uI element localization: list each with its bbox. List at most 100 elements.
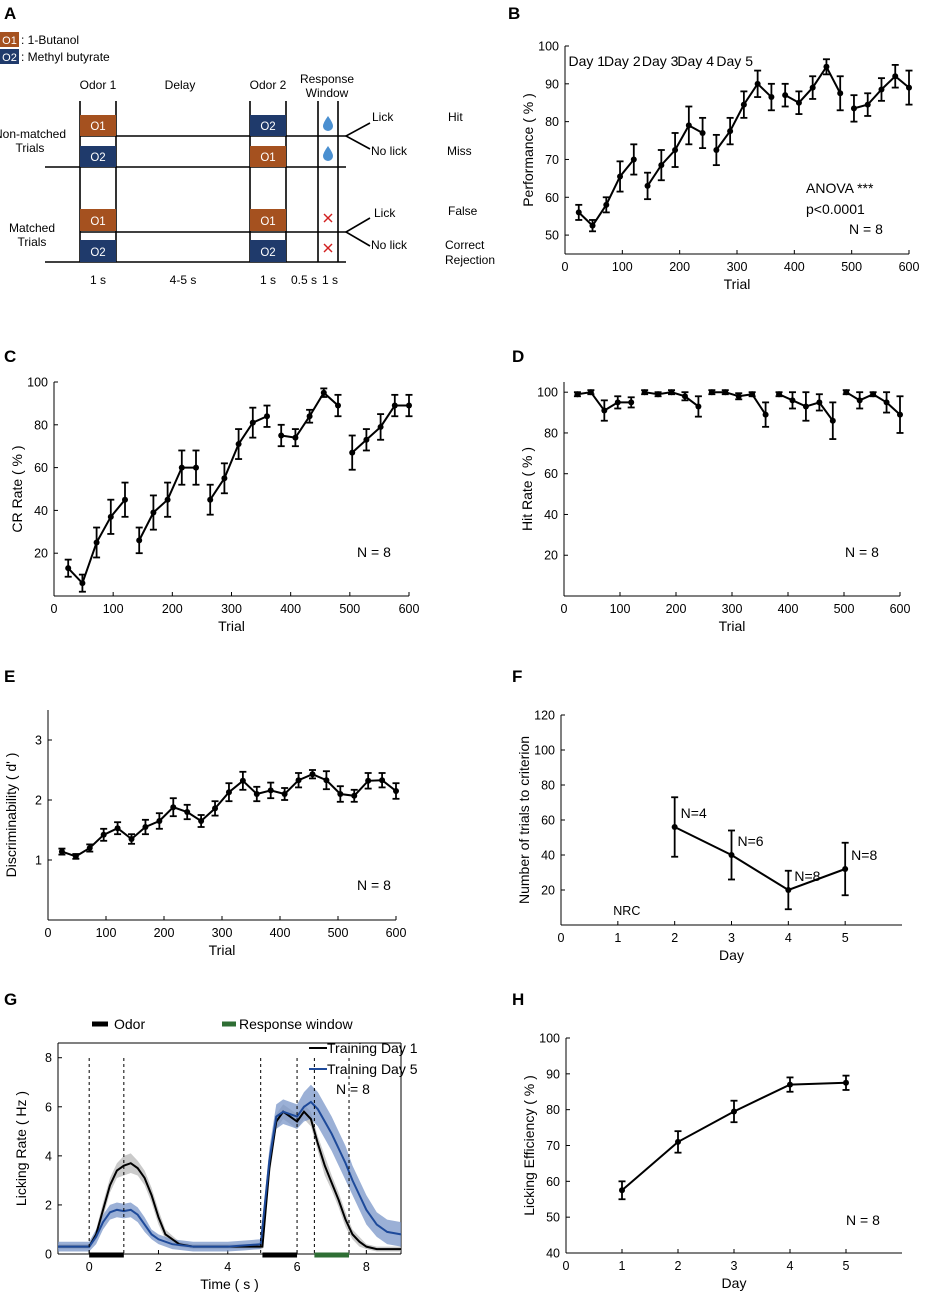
panel-letter-g: G	[4, 990, 17, 1009]
timing-odor2: 1 s	[260, 273, 276, 287]
data-point	[79, 580, 86, 587]
x-tick-label: 1	[614, 931, 621, 945]
outcome-miss: Miss	[447, 144, 472, 158]
data-point	[842, 866, 849, 872]
x-tick-label: 300	[212, 926, 233, 940]
m-lick-label: Lick	[374, 206, 396, 220]
x-tick-label: 400	[270, 926, 291, 940]
x-tick-label: 600	[890, 602, 911, 616]
y-tick-label: 50	[545, 229, 559, 243]
y-tick-label: 20	[544, 549, 558, 563]
data-point	[235, 441, 242, 448]
panel-letter-a: A	[4, 4, 16, 23]
data-point	[754, 80, 761, 87]
y-tick-label: 120	[534, 709, 555, 723]
y-tick-label: 2	[45, 1198, 52, 1212]
data-point	[641, 389, 648, 396]
x-tick-label: 100	[103, 602, 124, 616]
data-point	[306, 413, 313, 420]
header-odor-2: Odor 2	[250, 78, 287, 92]
data-point	[672, 147, 679, 153]
x-tick-label: 500	[339, 602, 360, 616]
x-tick-label: 500	[328, 926, 349, 940]
legend-day5-label: Training Day 5	[327, 1061, 418, 1077]
legend-odor-label: Odor	[114, 1016, 145, 1032]
legend-o1-tag: O1	[2, 35, 17, 47]
y-axis-label: Number of trials to criterion	[516, 736, 532, 904]
data-point	[655, 391, 662, 398]
data-point	[776, 391, 783, 398]
p-value-label: p<0.0001	[806, 201, 865, 217]
x-tick-label: 0	[51, 602, 58, 616]
n-label: N = 8	[845, 544, 879, 560]
data-point	[295, 777, 302, 784]
data-point	[685, 122, 692, 129]
timing-response: 1 s	[322, 273, 338, 287]
nm-lick-label: Lick	[372, 110, 394, 124]
n-label: N = 8	[849, 221, 883, 237]
x-tick-label: 0	[45, 926, 52, 940]
panel-letter-c: C	[4, 347, 16, 366]
x-tick-label: 200	[669, 260, 690, 274]
nm-nolick-label: No lick	[371, 144, 408, 158]
data-point	[128, 836, 135, 842]
data-point	[142, 824, 149, 830]
chart-h-licking-efficiency: 0 1 2 3 4 5 40 50 60 70 80 90 100 Day Licking Efficien…	[521, 1032, 902, 1291]
data-point	[391, 402, 398, 409]
x-tick-label: 2	[675, 1259, 682, 1273]
cross-icon	[323, 243, 333, 253]
data-point	[809, 84, 816, 91]
x-axis-label: Day	[722, 1275, 747, 1291]
chart-b-performance: 0 100 200 300 400 500 600 50 60 70 80 90 100 Trial Per…	[520, 40, 919, 293]
data-point	[789, 397, 796, 404]
svg-text:O1: O1	[260, 216, 275, 228]
data-point	[100, 831, 107, 838]
data-point	[193, 464, 199, 471]
chart-c-cr-rate: 0 100 200 300 400 500 600 20 40 60 80 100 Trial CR Ra…	[9, 376, 419, 635]
data-point	[65, 565, 72, 572]
data-point	[850, 105, 857, 112]
data-point	[351, 792, 358, 799]
data-point	[349, 449, 356, 456]
data-point	[843, 1079, 849, 1086]
data-point	[727, 128, 734, 135]
x-axis-label: Trial	[724, 276, 751, 292]
nrc-label: NRC	[613, 904, 640, 918]
data-point	[379, 777, 386, 784]
y-tick-label: 80	[546, 1103, 560, 1117]
y-axis-label: CR Rate ( % )	[9, 445, 25, 532]
data-point	[72, 853, 79, 860]
data-point	[212, 805, 219, 812]
y-tick-label: 100	[538, 40, 559, 54]
y-tick-label: 90	[545, 77, 559, 91]
series-line	[58, 1100, 402, 1248]
panel-a-schematic: A O1 : 1-Butanol O2 : Methyl butyrate Od…	[0, 4, 495, 287]
data-point	[782, 92, 789, 99]
nm-odor2-bottom	[250, 146, 286, 167]
data-point	[281, 791, 288, 797]
data-point	[239, 777, 246, 784]
data-point	[249, 419, 256, 426]
legend-o2-name: : Methyl butyrate	[21, 50, 110, 64]
y-tick-label: 70	[545, 153, 559, 167]
data-point	[878, 86, 885, 93]
legend-o1-name: : 1-Butanol	[21, 33, 79, 47]
data-point	[150, 509, 157, 516]
data-point	[708, 389, 715, 396]
n-label: N = 8	[846, 1212, 880, 1228]
chart-e-discriminability: 0 100 200 300 400 500 600 1 2 3 Trial Discriminabil…	[3, 710, 406, 958]
data-point	[864, 101, 871, 108]
data-point	[675, 1138, 681, 1145]
legend-response-label: Response window	[239, 1016, 354, 1032]
cross-icon	[323, 213, 333, 223]
data-point	[122, 496, 128, 503]
x-axis-label: Time ( s )	[200, 1276, 259, 1292]
data-point	[740, 101, 747, 108]
y-tick-label: 20	[34, 547, 48, 561]
x-axis-label: Day	[719, 947, 744, 963]
non-matched-label-1: Non-matched	[0, 127, 66, 141]
data-point	[681, 393, 688, 400]
data-point	[856, 397, 863, 404]
header-response-line2: Window	[306, 86, 349, 100]
data-point	[587, 389, 594, 396]
